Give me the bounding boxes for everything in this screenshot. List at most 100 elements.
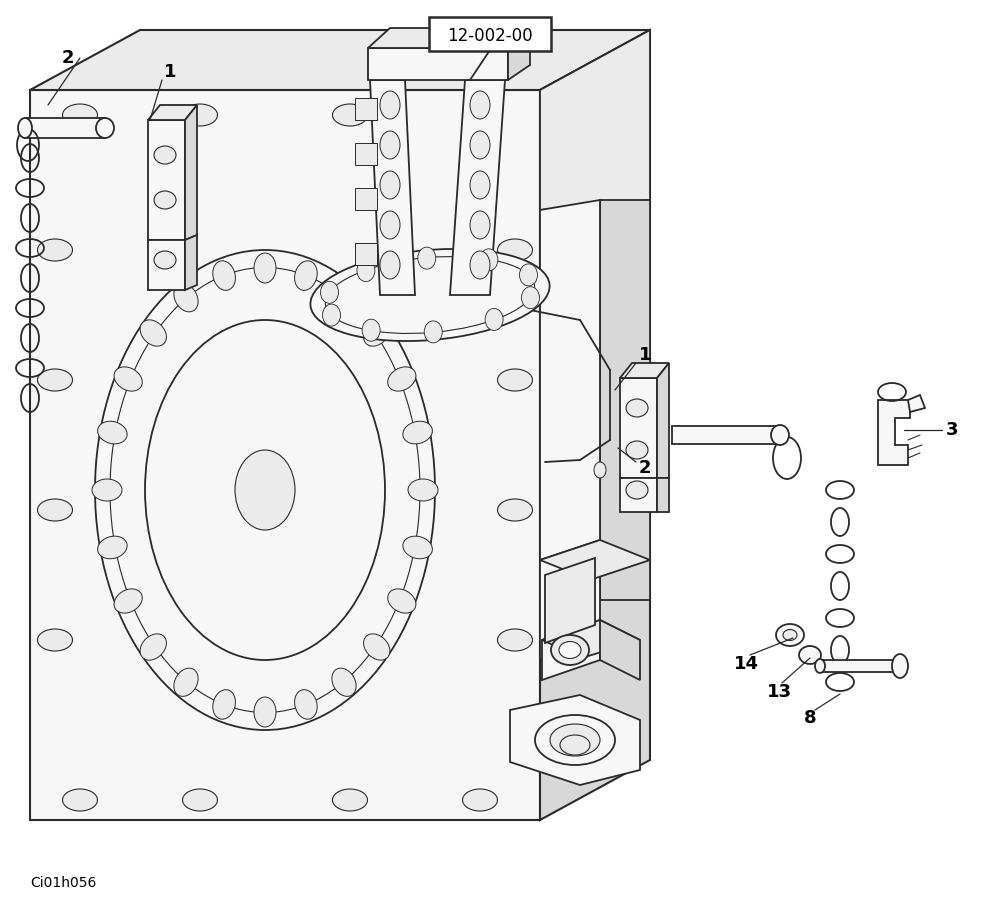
Ellipse shape <box>18 118 32 138</box>
Ellipse shape <box>332 668 356 696</box>
Ellipse shape <box>145 320 385 660</box>
Ellipse shape <box>174 668 198 696</box>
Ellipse shape <box>498 499 532 521</box>
Ellipse shape <box>519 264 537 286</box>
Ellipse shape <box>213 261 235 290</box>
Bar <box>355 188 377 210</box>
Ellipse shape <box>114 589 142 613</box>
Polygon shape <box>148 240 185 290</box>
Bar <box>355 98 377 120</box>
Polygon shape <box>450 80 505 295</box>
Ellipse shape <box>38 239 72 261</box>
Polygon shape <box>620 378 657 478</box>
Ellipse shape <box>154 191 176 209</box>
Ellipse shape <box>799 646 821 664</box>
Ellipse shape <box>480 249 498 271</box>
Ellipse shape <box>114 367 142 391</box>
Polygon shape <box>878 400 910 465</box>
Polygon shape <box>540 30 650 820</box>
Polygon shape <box>540 200 600 600</box>
Ellipse shape <box>462 104 498 126</box>
Ellipse shape <box>332 789 368 811</box>
Ellipse shape <box>626 399 648 417</box>
Ellipse shape <box>95 250 435 730</box>
Bar <box>355 243 377 265</box>
Ellipse shape <box>140 634 166 660</box>
Text: 3: 3 <box>946 421 958 439</box>
Ellipse shape <box>154 251 176 269</box>
FancyBboxPatch shape <box>429 17 551 51</box>
Polygon shape <box>185 235 197 290</box>
Ellipse shape <box>357 259 375 281</box>
Polygon shape <box>25 118 105 138</box>
Polygon shape <box>620 363 669 378</box>
Polygon shape <box>148 120 185 240</box>
Ellipse shape <box>462 789 498 811</box>
Polygon shape <box>657 363 669 478</box>
Ellipse shape <box>559 641 581 659</box>
Ellipse shape <box>182 104 218 126</box>
Ellipse shape <box>424 321 442 343</box>
Ellipse shape <box>364 320 390 346</box>
Polygon shape <box>368 28 530 48</box>
Ellipse shape <box>98 536 127 559</box>
Ellipse shape <box>110 267 420 713</box>
Ellipse shape <box>380 171 400 199</box>
Text: 14: 14 <box>734 655 759 673</box>
Ellipse shape <box>403 536 432 559</box>
Ellipse shape <box>92 479 122 501</box>
Ellipse shape <box>380 211 400 239</box>
Text: 8: 8 <box>804 709 816 727</box>
Text: 13: 13 <box>767 683 792 701</box>
Polygon shape <box>672 426 780 444</box>
Ellipse shape <box>321 281 339 303</box>
Ellipse shape <box>323 304 341 326</box>
Ellipse shape <box>364 634 390 660</box>
Polygon shape <box>542 620 640 658</box>
Ellipse shape <box>254 697 276 727</box>
Polygon shape <box>542 620 600 680</box>
Text: 2: 2 <box>639 459 651 477</box>
Polygon shape <box>510 695 640 785</box>
Polygon shape <box>540 540 650 580</box>
Ellipse shape <box>776 624 804 646</box>
Ellipse shape <box>535 715 615 765</box>
Polygon shape <box>185 105 197 240</box>
Ellipse shape <box>771 425 789 445</box>
Ellipse shape <box>62 104 98 126</box>
Ellipse shape <box>140 320 166 346</box>
Bar <box>355 143 377 165</box>
Polygon shape <box>820 660 900 672</box>
Ellipse shape <box>38 369 72 391</box>
Ellipse shape <box>408 479 438 501</box>
Ellipse shape <box>815 659 825 673</box>
Polygon shape <box>600 620 640 680</box>
Ellipse shape <box>325 256 535 333</box>
Ellipse shape <box>892 654 908 678</box>
Ellipse shape <box>551 635 589 665</box>
Ellipse shape <box>62 789 98 811</box>
Ellipse shape <box>470 251 490 279</box>
Ellipse shape <box>182 789 218 811</box>
Ellipse shape <box>235 450 295 530</box>
Ellipse shape <box>498 369 532 391</box>
Polygon shape <box>30 30 650 90</box>
Ellipse shape <box>418 247 436 269</box>
Ellipse shape <box>485 309 503 331</box>
Ellipse shape <box>213 690 235 719</box>
Polygon shape <box>620 478 657 512</box>
Ellipse shape <box>388 367 416 391</box>
Ellipse shape <box>388 589 416 613</box>
Polygon shape <box>908 395 925 412</box>
Ellipse shape <box>174 284 198 311</box>
Ellipse shape <box>332 104 368 126</box>
Ellipse shape <box>254 253 276 283</box>
Ellipse shape <box>362 319 380 341</box>
Ellipse shape <box>560 735 590 755</box>
Ellipse shape <box>310 249 550 341</box>
Ellipse shape <box>626 481 648 499</box>
Polygon shape <box>540 540 600 660</box>
Ellipse shape <box>295 690 317 719</box>
Polygon shape <box>508 28 530 80</box>
Ellipse shape <box>550 724 600 756</box>
